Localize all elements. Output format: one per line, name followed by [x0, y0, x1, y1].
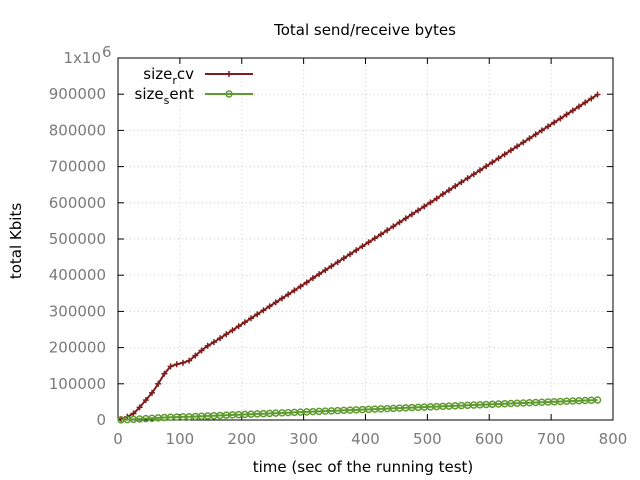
legend-label-rest: ent	[169, 85, 194, 103]
data-point	[226, 71, 232, 77]
series-group	[118, 92, 600, 423]
y-tick-label: 1x10	[63, 49, 101, 67]
x-tick-label: 200	[227, 430, 256, 448]
y-tick-label: 700000	[49, 158, 106, 176]
y-tick-label: 300000	[49, 302, 106, 320]
x-tick-label: 800	[599, 430, 628, 448]
series-size_sent	[118, 397, 600, 423]
ticks: 0 100 200 300 400 500 600 700 800 0 100000 200000 30…	[49, 43, 628, 448]
x-tick-label: 500	[413, 430, 442, 448]
legend-label: sizercv	[143, 65, 194, 87]
grid	[118, 58, 613, 420]
x-tick-label: 400	[351, 430, 380, 448]
x-tick-label: 300	[289, 430, 318, 448]
legend-label-rest: cv	[177, 65, 194, 83]
y-tick-label: 900000	[49, 85, 106, 103]
y-tick-label: 500000	[49, 230, 106, 248]
series-line	[121, 95, 597, 419]
y-tick-label: 800000	[49, 121, 106, 139]
data-point	[180, 360, 186, 366]
y-tick-label: 400000	[49, 266, 106, 284]
x-tick-label: 0	[113, 430, 123, 448]
x-tick-label: 100	[166, 430, 195, 448]
y-tick-label: 600000	[49, 194, 106, 212]
legend-label: sizesent	[135, 85, 195, 107]
legend-label-base: size	[135, 85, 164, 103]
y-axis-label: total Kbits	[7, 203, 25, 279]
x-axis-label: time (sec of the running test)	[253, 458, 474, 476]
y-tick-label: 200000	[49, 339, 106, 357]
data-point	[174, 361, 180, 367]
y-tick-label: 100000	[49, 375, 106, 393]
series-size_rcv	[118, 92, 600, 422]
x-tick-label: 700	[537, 430, 566, 448]
legend-label-base: size	[143, 65, 172, 83]
y-tick-exponent: 6	[102, 43, 112, 61]
y-tick-label: 0	[96, 411, 106, 429]
chart-title: Total send/receive bytes	[273, 21, 456, 39]
x-tick-label: 600	[475, 430, 504, 448]
